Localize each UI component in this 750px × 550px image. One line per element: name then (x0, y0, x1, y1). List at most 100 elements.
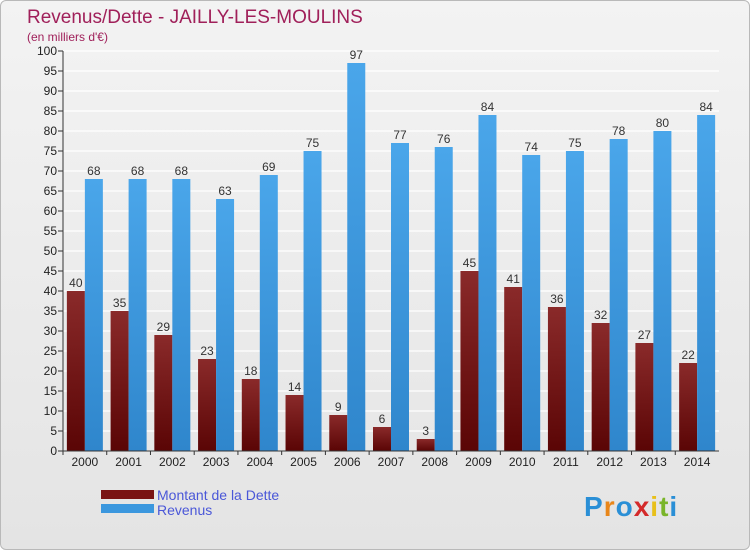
bar-revenus (565, 151, 584, 451)
x-tick-label: 2012 (596, 455, 623, 469)
bar-debt (110, 311, 129, 451)
data-label-revenus: 78 (612, 124, 626, 138)
data-label-revenus: 97 (350, 48, 364, 62)
bar-revenus (303, 151, 322, 451)
y-tick-label: 80 (44, 124, 58, 138)
data-label-revenus: 63 (218, 184, 232, 198)
data-label-debt: 23 (200, 344, 214, 358)
data-label-revenus: 80 (656, 116, 670, 130)
y-tick-label: 30 (44, 324, 58, 338)
y-tick-label: 25 (44, 344, 58, 358)
bar-debt (635, 343, 654, 451)
x-tick-label: 2008 (421, 455, 448, 469)
y-axis: 0 5 10 15 20 25 30 35 40 45 50 55 60 65 70 75 80 85 90 95 10… (37, 44, 64, 458)
bar-debt (198, 359, 217, 451)
bar-revenus (478, 115, 497, 451)
bar-debt (329, 415, 348, 451)
bar-debt (241, 379, 260, 451)
bar-revenus (653, 131, 672, 451)
legend: Montant de la Dette Revenus (101, 487, 279, 518)
x-axis: 2000 2001 2002 2003 2004 2005 2006 2007 2008 2009… (62, 450, 719, 469)
y-tick-label: 95 (44, 64, 58, 78)
data-label-revenus: 69 (262, 160, 276, 174)
data-label-revenus: 75 (568, 136, 582, 150)
y-tick-label: 45 (44, 264, 58, 278)
y-tick-label: 15 (44, 384, 58, 398)
y-tick-label: 90 (44, 84, 58, 98)
bar-debt (66, 291, 85, 451)
y-tick-label: 70 (44, 164, 58, 178)
bar-debt (154, 335, 173, 451)
bar-debt (547, 307, 566, 451)
data-label-debt: 27 (638, 328, 652, 342)
x-tick-label: 2007 (378, 455, 405, 469)
data-labels: 40 68 35 68 29 68 23 63 18 69 14 75 9 97 6 77 3 76 45 84 41 7… (69, 48, 713, 438)
data-label-debt: 6 (379, 412, 386, 426)
data-label-debt: 32 (594, 308, 608, 322)
data-label-revenus: 68 (87, 164, 101, 178)
data-label-debt: 18 (244, 364, 258, 378)
data-label-debt: 41 (507, 272, 521, 286)
data-label-revenus: 74 (525, 140, 539, 154)
y-tick-label: 55 (44, 224, 58, 238)
data-label-debt: 14 (288, 380, 302, 394)
legend-label-revenus: Revenus (157, 502, 212, 518)
x-tick-label: 2003 (203, 455, 230, 469)
logo-letter: r (604, 491, 616, 522)
y-tick-label: 50 (44, 244, 58, 258)
data-label-revenus: 77 (393, 128, 407, 142)
data-label-debt: 22 (681, 348, 695, 362)
y-tick-label: 75 (44, 144, 58, 158)
x-tick-label: 2010 (509, 455, 536, 469)
bar-debt (373, 427, 391, 451)
bar-revenus (128, 179, 147, 451)
data-label-revenus: 76 (437, 132, 451, 146)
chart-title: Revenus/Dette - JAILLY-LES-MOULINS (27, 7, 363, 28)
legend-swatch-debt (101, 490, 154, 499)
x-tick-label: 2009 (465, 455, 492, 469)
bar-revenus (522, 155, 541, 451)
bar-revenus (216, 199, 235, 451)
data-label-revenus: 84 (699, 100, 713, 114)
data-label-debt: 45 (463, 256, 477, 270)
bar-revenus (347, 63, 366, 451)
data-label-revenus: 68 (175, 164, 189, 178)
y-tick-label: 85 (44, 104, 58, 118)
legend-swatch-revenus (101, 504, 154, 513)
y-tick-label: 35 (44, 304, 58, 318)
y-tick-label: 65 (44, 184, 58, 198)
logo-letter: i (669, 491, 678, 522)
bar-revenus (172, 179, 191, 451)
bar-revenus (434, 147, 453, 451)
logo-letter: t (659, 491, 669, 522)
logo-letter: i (650, 491, 659, 522)
bar-revenus (697, 115, 716, 451)
bar-debt (504, 287, 523, 451)
data-label-revenus: 68 (131, 164, 145, 178)
bar-debt (285, 395, 304, 451)
y-tick-label: 60 (44, 204, 58, 218)
data-label-debt: 36 (550, 292, 564, 306)
y-tick-label: 5 (50, 424, 57, 438)
bar-debt (416, 439, 435, 451)
logo-letter: o (616, 491, 634, 522)
x-tick-label: 2000 (72, 455, 99, 469)
logo-letter: P (584, 491, 604, 522)
y-tick-label: 40 (44, 284, 58, 298)
data-label-debt: 9 (335, 400, 342, 414)
data-label-revenus: 84 (481, 100, 495, 114)
x-tick-label: 2006 (334, 455, 361, 469)
y-tick-label: 20 (44, 364, 58, 378)
proxiti-logo: Proxiti (584, 491, 678, 522)
x-tick-label: 2005 (290, 455, 317, 469)
x-tick-label: 2004 (246, 455, 273, 469)
bar-revenus (84, 179, 103, 451)
bar-debt (679, 363, 698, 451)
y-tick-label: 0 (50, 444, 57, 458)
data-label-revenus: 75 (306, 136, 320, 150)
bar-revenus (259, 175, 278, 451)
y-tick-label: 10 (44, 404, 58, 418)
bars (66, 63, 716, 451)
